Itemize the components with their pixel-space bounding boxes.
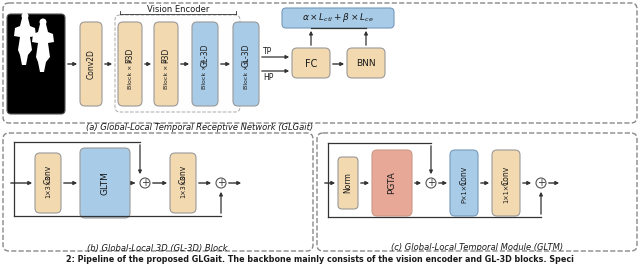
Text: (a) Global-Local Temporal Receptive Network (GLGait): (a) Global-Local Temporal Receptive Netw… bbox=[86, 123, 314, 131]
FancyBboxPatch shape bbox=[450, 150, 478, 216]
FancyBboxPatch shape bbox=[192, 22, 218, 106]
Text: GLTM: GLTM bbox=[100, 171, 109, 195]
FancyBboxPatch shape bbox=[3, 3, 637, 123]
Circle shape bbox=[22, 13, 29, 19]
Text: +: + bbox=[427, 178, 435, 188]
Text: 2: Pipeline of the proposed GLGait. The backbone mainly consists of the vision e: 2: Pipeline of the proposed GLGait. The … bbox=[66, 256, 574, 264]
FancyBboxPatch shape bbox=[492, 150, 520, 216]
Text: Norm: Norm bbox=[344, 173, 353, 193]
FancyBboxPatch shape bbox=[7, 14, 65, 114]
Text: +: + bbox=[217, 178, 225, 188]
Text: GL-3D: GL-3D bbox=[200, 43, 209, 67]
Text: (b) Global-Local 3D (GL-3D) Block: (b) Global-Local 3D (GL-3D) Block bbox=[86, 243, 227, 252]
Text: 1×3×3: 1×3×3 bbox=[45, 174, 51, 198]
FancyBboxPatch shape bbox=[115, 15, 240, 112]
Circle shape bbox=[40, 19, 47, 26]
Text: Block × 1: Block × 1 bbox=[243, 59, 248, 89]
Text: P3D: P3D bbox=[161, 47, 170, 63]
Text: +: + bbox=[537, 178, 545, 188]
Text: Block × 1: Block × 1 bbox=[127, 59, 132, 89]
Text: Conv2D: Conv2D bbox=[86, 49, 95, 79]
Circle shape bbox=[216, 178, 226, 188]
Text: PGTA: PGTA bbox=[387, 172, 397, 194]
FancyBboxPatch shape bbox=[292, 48, 330, 78]
FancyBboxPatch shape bbox=[35, 153, 61, 213]
Text: Conv: Conv bbox=[502, 165, 511, 185]
FancyBboxPatch shape bbox=[372, 150, 412, 216]
Text: P3D: P3D bbox=[125, 47, 134, 63]
Circle shape bbox=[536, 178, 546, 188]
Text: HP: HP bbox=[263, 73, 273, 82]
FancyBboxPatch shape bbox=[3, 133, 313, 251]
Circle shape bbox=[426, 178, 436, 188]
Text: BNN: BNN bbox=[356, 60, 376, 69]
Text: Conv: Conv bbox=[44, 164, 52, 184]
Text: Block × 4: Block × 4 bbox=[163, 59, 168, 89]
FancyBboxPatch shape bbox=[154, 22, 178, 106]
FancyBboxPatch shape bbox=[338, 157, 358, 209]
FancyBboxPatch shape bbox=[170, 153, 196, 213]
Polygon shape bbox=[14, 18, 36, 65]
FancyBboxPatch shape bbox=[80, 22, 102, 106]
Text: $\alpha \times L_{ctl} + \beta \times L_{ce}$: $\alpha \times L_{ctl} + \beta \times L_… bbox=[302, 11, 374, 24]
Text: +: + bbox=[141, 178, 149, 188]
FancyBboxPatch shape bbox=[282, 8, 394, 28]
Text: 1×1×1: 1×1×1 bbox=[503, 179, 509, 203]
Text: (c) Global-Local Temporal Module (GLTM): (c) Global-Local Temporal Module (GLTM) bbox=[391, 243, 563, 252]
FancyBboxPatch shape bbox=[317, 133, 637, 251]
Text: Block × 4: Block × 4 bbox=[202, 59, 207, 89]
FancyBboxPatch shape bbox=[118, 22, 142, 106]
Circle shape bbox=[140, 178, 150, 188]
Text: Conv: Conv bbox=[460, 165, 468, 185]
Text: P×1×1: P×1×1 bbox=[461, 179, 467, 203]
Text: FC: FC bbox=[305, 59, 317, 69]
Text: GL-3D: GL-3D bbox=[241, 43, 250, 67]
FancyBboxPatch shape bbox=[347, 48, 385, 78]
Text: 1×3×3: 1×3×3 bbox=[180, 174, 186, 198]
FancyBboxPatch shape bbox=[233, 22, 259, 106]
Text: Vision Encoder: Vision Encoder bbox=[147, 6, 209, 15]
FancyBboxPatch shape bbox=[80, 148, 130, 218]
Text: TP: TP bbox=[264, 48, 273, 56]
Polygon shape bbox=[32, 24, 54, 72]
Text: Conv: Conv bbox=[179, 164, 188, 184]
